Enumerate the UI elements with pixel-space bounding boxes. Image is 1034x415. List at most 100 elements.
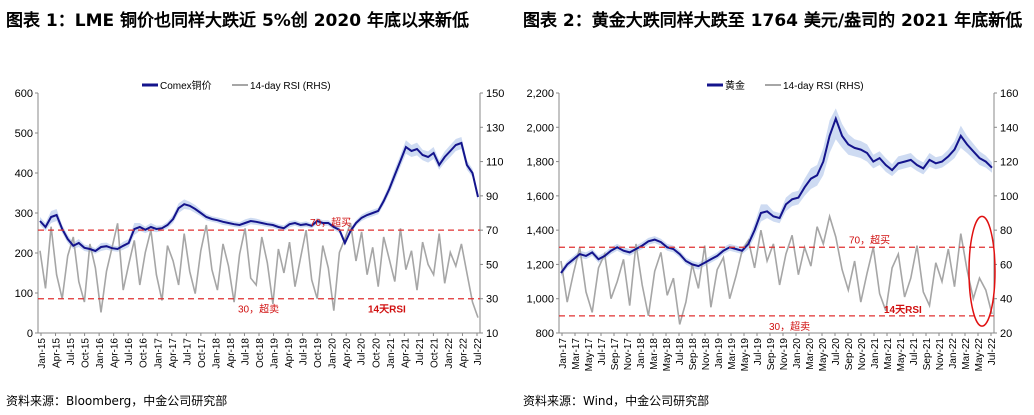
x-tick-label: Sep-21 <box>922 338 933 371</box>
x-tick-label: May-18 <box>662 338 673 372</box>
x-tick-label: Jan-21 <box>870 338 881 369</box>
x-tick-label: Nov-18 <box>701 338 712 371</box>
y-tick-label: 600 <box>15 88 33 100</box>
y2-tick-label: 150 <box>486 88 504 100</box>
y2-tick-label: 40 <box>1000 294 1012 306</box>
x-tick-label: Sep-20 <box>844 338 855 371</box>
y2-tick-label: 160 <box>1000 88 1018 100</box>
y2-tick-label: 70 <box>486 225 498 237</box>
rsi-annotation: 14天RSI <box>884 304 922 316</box>
rsi-line <box>560 213 993 325</box>
x-tick-label: Oct-17 <box>197 338 208 368</box>
y-tick-label: 2,000 <box>526 122 554 134</box>
y2-tick-label: 50 <box>486 259 498 271</box>
overbought-label: 70，超买 <box>849 233 890 246</box>
y-tick-label: 400 <box>15 168 33 180</box>
gold-chart: 800 1,000 1,200 1,400 1,600 1,800 2,000 2,200 20… <box>526 79 1018 372</box>
legend-price-label: 黄金 <box>725 79 745 92</box>
x-tick-label: May-19 <box>740 338 751 372</box>
x-tick-label: Mar-21 <box>883 338 894 370</box>
x-tick-label: Jul-22 <box>987 338 998 366</box>
x-tick-label: Jul-17 <box>182 338 193 366</box>
y-tick-label: 300 <box>15 208 33 220</box>
chart-title: 图表 2：黄金大跌同样大跌至 1764 美元/盎司的 2021 年底新低 <box>523 11 1023 31</box>
x-tick-label: Jul-17 <box>597 338 608 366</box>
y2-tick-label: 140 <box>1000 122 1018 134</box>
overbought-label: 70，超买 <box>310 216 351 229</box>
x-tick-label: May-21 <box>896 338 907 372</box>
x-tick-label: Jul-19 <box>299 338 310 366</box>
x-tick-label: May-22 <box>974 338 985 372</box>
x-tick-label: Apr-15 <box>52 338 63 368</box>
x-tick-label: Oct-20 <box>371 338 382 368</box>
x-tick-label: Jan-17 <box>153 338 164 369</box>
x-tick-label: Jan-17 <box>558 338 569 369</box>
x-tick-label: Jan-16 <box>95 338 106 369</box>
x-tick-label: Mar-22 <box>961 338 972 370</box>
x-tick-label: Oct-21 <box>429 338 440 368</box>
x-tick-label: Apr-21 <box>400 338 411 368</box>
x-tick-label: Apr-17 <box>168 338 179 368</box>
y2-tick-label: 130 <box>486 122 504 134</box>
oversold-label: 30，超卖 <box>769 320 810 333</box>
y-tick-label: 800 <box>536 328 554 340</box>
copper-chart: 0 100 200 300 400 500 600 10 30 50 70 90 110 130 150 Ja… <box>15 80 505 369</box>
y-tick-label: 2,200 <box>526 88 554 100</box>
x-tick-label: Nov-17 <box>623 338 634 371</box>
x-tick-label: Jan-15 <box>37 338 48 369</box>
x-tick-label: Apr-22 <box>458 338 469 368</box>
x-tick-label: Jul-21 <box>415 338 426 366</box>
x-tick-label: May-17 <box>584 338 595 372</box>
x-tick-label: Nov-21 <box>935 338 946 371</box>
x-tick-label: Oct-15 <box>81 338 92 368</box>
x-tick-label: Apr-18 <box>226 338 237 368</box>
y2-tick-label: 20 <box>1000 328 1012 340</box>
x-tick-label: Oct-16 <box>139 338 150 368</box>
y-tick-label: 1,600 <box>526 191 554 203</box>
x-tick-label: Jul-21 <box>909 338 920 366</box>
price-line <box>560 115 993 274</box>
y-tick-label: 1,200 <box>526 259 554 271</box>
y-tick-label: 100 <box>15 288 33 300</box>
chart-source: 资料来源：Wind，中金公司研究部 <box>523 394 710 408</box>
legend-rsi-label: 14-day RSI (RHS) <box>250 81 331 92</box>
x-tick-label: Jul-18 <box>675 338 686 366</box>
x-tick-label: Jan-22 <box>948 338 959 369</box>
y-tick-label: 1,000 <box>526 294 554 306</box>
x-tick-label: Jul-18 <box>240 338 251 366</box>
x-tick-label: Jan-19 <box>714 338 725 369</box>
x-tick-label: Jan-19 <box>270 338 281 369</box>
x-tick-label: Oct-18 <box>255 338 266 368</box>
x-tick-label: Jan-20 <box>328 338 339 369</box>
x-tick-label: Oct-19 <box>313 338 324 368</box>
price-band <box>561 108 992 277</box>
x-tick-label: Jul-19 <box>753 338 764 366</box>
x-tick-label: Mar-17 <box>571 338 582 370</box>
x-tick-label: Jul-22 <box>473 338 484 366</box>
x-tick-label: Jul-20 <box>831 338 842 366</box>
y-tick-label: 200 <box>15 248 33 260</box>
x-tick-label: Jan-21 <box>386 338 397 369</box>
chart-title: 图表 1：LME 铜价也同样大跌近 5%创 2020 年底以来新低 <box>6 11 469 31</box>
x-tick-label: Apr-16 <box>110 338 121 368</box>
y2-tick-label: 90 <box>486 191 498 203</box>
y2-tick-label: 60 <box>1000 259 1012 271</box>
x-tick-label: Mar-19 <box>727 338 738 370</box>
x-tick-label: Jan-20 <box>792 338 803 369</box>
x-tick-label: Mar-18 <box>649 338 660 370</box>
x-tick-label: Apr-20 <box>342 338 353 368</box>
x-tick-label: Jan-18 <box>211 338 222 369</box>
x-tick-label: Jul-15 <box>66 338 77 366</box>
x-tick-label: Jan-22 <box>444 338 455 369</box>
y2-tick-label: 10 <box>486 328 498 340</box>
y2-tick-label: 30 <box>486 294 498 306</box>
y-tick-label: 500 <box>15 128 33 140</box>
x-tick-label: Nov-19 <box>779 338 790 371</box>
x-tick-label: Nov-20 <box>857 338 868 371</box>
y2-tick-label: 80 <box>1000 225 1012 237</box>
x-tick-label: Sep-18 <box>688 338 699 371</box>
legend-rsi-label: 14-day RSI (RHS) <box>783 81 864 92</box>
rsi-line <box>39 223 479 318</box>
x-tick-label: Jan-18 <box>636 338 647 369</box>
chart-panel-copper: 图表 1：LME 铜价也同样大跌近 5%创 2020 年底以来新低 0 100 20… <box>6 11 505 408</box>
